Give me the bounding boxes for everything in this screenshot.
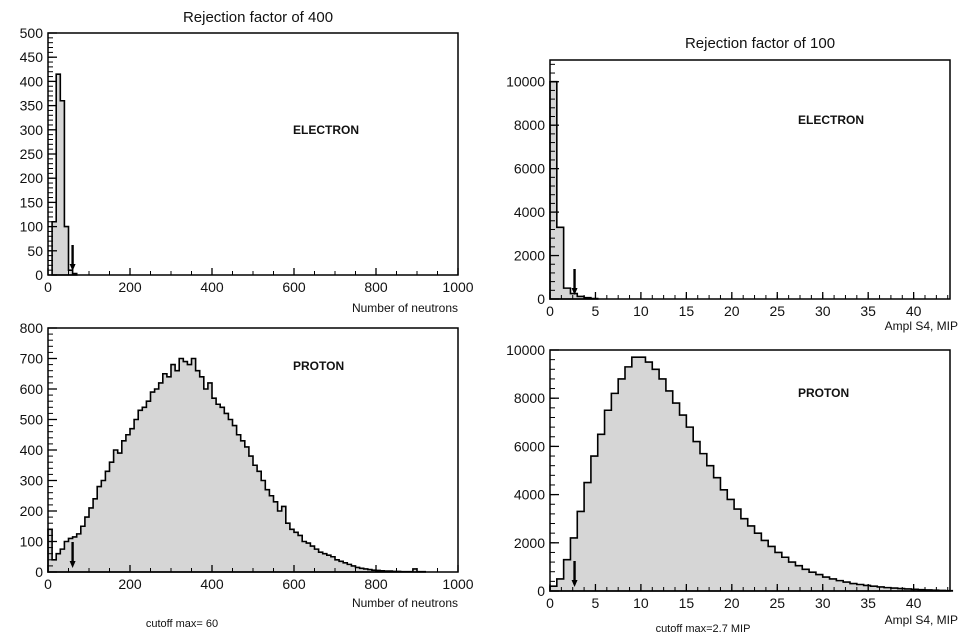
y-tick-label: 700 bbox=[20, 351, 44, 367]
x-axis-label: Ampl S4, MIP bbox=[885, 319, 958, 333]
y-tick-label: 400 bbox=[20, 442, 44, 458]
x-tick-label: 25 bbox=[769, 303, 785, 319]
x-tick-label: 40 bbox=[906, 303, 922, 319]
y-tick-label: 0 bbox=[537, 583, 545, 599]
x-tick-label: 400 bbox=[200, 279, 224, 295]
histogram-bars bbox=[549, 356, 954, 592]
y-tick-label: 0 bbox=[35, 267, 43, 283]
y-tick-label: 300 bbox=[20, 473, 44, 489]
y-tick-label: 10000 bbox=[506, 74, 545, 90]
y-tick-label: 500 bbox=[20, 25, 44, 41]
y-tick-label: 300 bbox=[20, 122, 44, 138]
y-tick-label: 450 bbox=[20, 49, 44, 65]
x-tick-label: 1000 bbox=[442, 576, 473, 592]
chart-electron-neutrons: 0 200 400 600 800 1000 0 50 100 150 200 250 300 350 40… bbox=[20, 9, 474, 315]
x-tick-label: 10 bbox=[633, 595, 649, 611]
y-tick-label: 350 bbox=[20, 98, 44, 114]
y-tick-label: 200 bbox=[20, 170, 44, 186]
plot-frame bbox=[549, 349, 951, 592]
histogram-bars bbox=[549, 80, 599, 300]
y-tick-label: 500 bbox=[20, 412, 44, 428]
y-tick-label: 800 bbox=[20, 320, 44, 336]
histogram-bars bbox=[47, 357, 426, 573]
x-tick-label: 800 bbox=[364, 279, 388, 295]
chart-title: Rejection factor of 100 bbox=[685, 35, 835, 52]
chart-proton-neutrons: 0 200 400 600 800 1000 0 100 200 300 400 500 600 700 8… bbox=[20, 320, 474, 630]
cutoff-arrowhead bbox=[571, 580, 578, 587]
cutoff-label: cutoff max=2.7 MIP bbox=[656, 623, 751, 635]
x-tick-label: 0 bbox=[546, 303, 554, 319]
y-tick-label: 2000 bbox=[514, 248, 545, 264]
particle-label: PROTON bbox=[798, 386, 849, 400]
x-tick-label: 30 bbox=[815, 595, 831, 611]
x-tick-label: 30 bbox=[815, 303, 831, 319]
chart-electron-amplitude: 0 5 10 15 20 25 30 35 40 0 2000 4000 6000 8000 10000 Re… bbox=[506, 35, 958, 333]
x-tick-label: 0 bbox=[44, 279, 52, 295]
y-tick-label: 250 bbox=[20, 146, 44, 162]
histogram-bars bbox=[51, 73, 78, 276]
chart-title: Rejection factor of 400 bbox=[183, 9, 333, 26]
y-tick-label: 10000 bbox=[506, 342, 545, 358]
cutoff-label: cutoff max= 60 bbox=[146, 618, 218, 630]
y-tick-label: 4000 bbox=[514, 487, 545, 503]
x-axis-label: Number of neutrons bbox=[352, 596, 458, 610]
x-tick-label: 40 bbox=[906, 595, 922, 611]
x-tick-label: 400 bbox=[200, 576, 224, 592]
x-tick-label: 0 bbox=[546, 595, 554, 611]
y-tick-label: 6000 bbox=[514, 161, 545, 177]
y-tick-label: 6000 bbox=[514, 438, 545, 454]
x-tick-label: 20 bbox=[724, 303, 740, 319]
x-tick-label: 15 bbox=[679, 595, 695, 611]
x-tick-label: 20 bbox=[724, 595, 740, 611]
particle-label: ELECTRON bbox=[293, 123, 359, 137]
y-tick-label: 150 bbox=[20, 194, 44, 210]
y-tick-label: 0 bbox=[35, 564, 43, 580]
y-tick-label: 8000 bbox=[514, 117, 545, 133]
cutoff-arrowhead bbox=[69, 264, 76, 271]
x-tick-label: 10 bbox=[633, 303, 649, 319]
particle-label: ELECTRON bbox=[798, 113, 864, 127]
x-tick-label: 600 bbox=[282, 576, 306, 592]
y-tick-label: 8000 bbox=[514, 390, 545, 406]
x-tick-label: 15 bbox=[679, 303, 695, 319]
x-tick-label: 600 bbox=[282, 279, 306, 295]
y-tick-label: 200 bbox=[20, 503, 44, 519]
y-tick-label: 400 bbox=[20, 73, 44, 89]
x-tick-label: 200 bbox=[118, 576, 142, 592]
x-tick-label: 1000 bbox=[442, 279, 473, 295]
y-tick-label: 4000 bbox=[514, 204, 545, 220]
x-tick-label: 35 bbox=[860, 303, 876, 319]
plot-frame bbox=[549, 59, 951, 300]
y-tick-label: 50 bbox=[27, 243, 43, 259]
x-tick-label: 35 bbox=[860, 595, 876, 611]
x-tick-label: 5 bbox=[592, 303, 600, 319]
particle-label: PROTON bbox=[293, 359, 344, 373]
y-tick-label: 100 bbox=[20, 219, 44, 235]
y-tick-label: 0 bbox=[537, 291, 545, 307]
x-axis-label: Ampl S4, MIP bbox=[885, 613, 958, 627]
x-tick-label: 0 bbox=[44, 576, 52, 592]
y-tick-label: 600 bbox=[20, 381, 44, 397]
cutoff-arrowhead bbox=[571, 288, 578, 295]
x-axis-label: Number of neutrons bbox=[352, 301, 458, 315]
y-tick-label: 2000 bbox=[514, 535, 545, 551]
y-tick-label: 100 bbox=[20, 534, 44, 550]
x-tick-label: 25 bbox=[769, 595, 785, 611]
x-tick-label: 800 bbox=[364, 576, 388, 592]
cutoff-arrowhead bbox=[69, 561, 76, 568]
chart-proton-amplitude: 0 5 10 15 20 25 30 35 40 0 2000 4000 6000 8000 10000 PR… bbox=[506, 342, 958, 635]
x-tick-label: 200 bbox=[118, 279, 142, 295]
plot-frame bbox=[47, 32, 459, 276]
x-tick-label: 5 bbox=[592, 595, 600, 611]
